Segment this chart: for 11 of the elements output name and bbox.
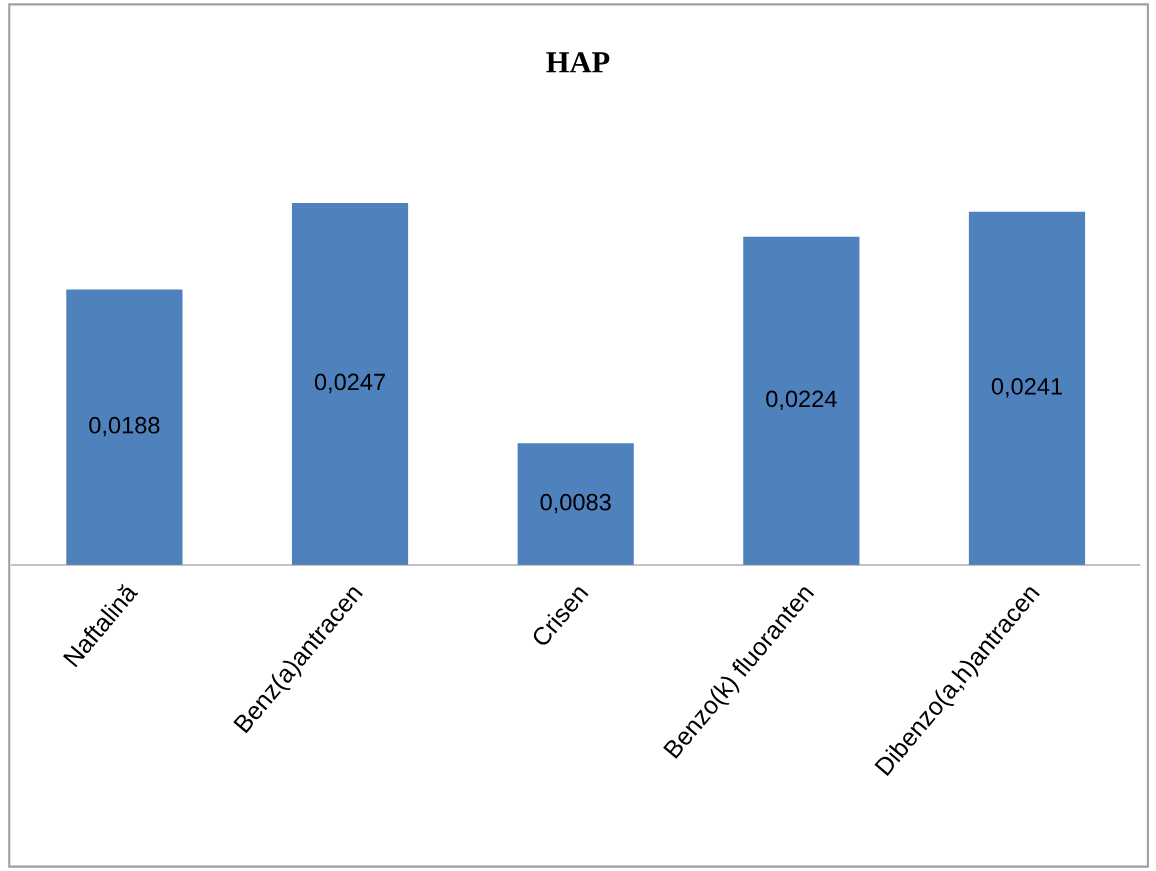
chart-title: HAP <box>546 52 610 73</box>
bar <box>968 211 1086 565</box>
bar <box>743 236 860 565</box>
data-label: 0,0247 <box>314 373 385 394</box>
bar <box>66 289 183 565</box>
data-label: 0,0188 <box>89 416 160 437</box>
data-label: 0,0083 <box>540 493 611 514</box>
bar <box>517 443 634 565</box>
data-label: 0,0224 <box>766 390 837 410</box>
data-label: 0,0241 <box>991 378 1062 398</box>
bar <box>291 203 409 565</box>
